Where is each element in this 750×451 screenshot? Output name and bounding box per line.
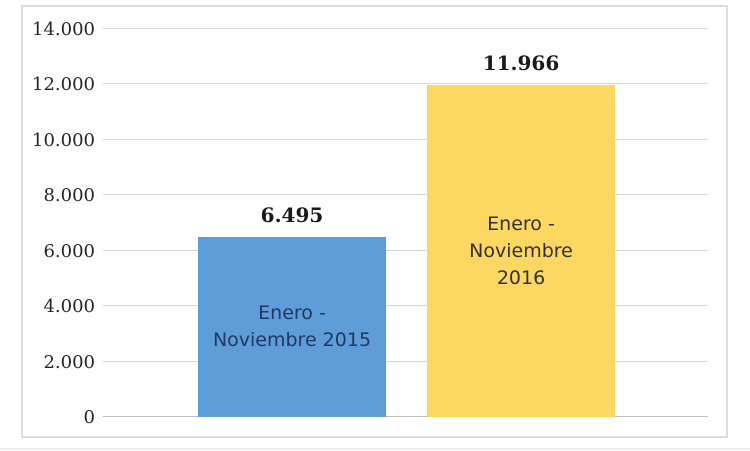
- y-tick-label: 6.000: [43, 240, 95, 262]
- screenshot-bottom-edge: [0, 448, 750, 450]
- gridline: [103, 83, 708, 85]
- y-tick-label: 4.000: [43, 296, 95, 318]
- bar-category-label: Enero - Noviembre 2016: [469, 212, 573, 289]
- plot-area: Enero - Noviembre 2015 6.495 Enero - Novie…: [103, 28, 708, 417]
- chart-bar: Enero - Noviembre 2016: [427, 85, 615, 417]
- chart-bar: Enero - Noviembre 2015: [198, 237, 386, 417]
- y-tick-label: 14.000: [32, 19, 95, 40]
- bar-category-label: Enero - Noviembre 2015: [212, 302, 372, 351]
- bar-value-label: 6.495: [260, 203, 324, 227]
- gridline: [103, 28, 708, 29]
- bar-value-label: 11.966: [482, 51, 560, 76]
- gridline: [103, 249, 708, 251]
- y-tick-label: 12.000: [32, 74, 95, 96]
- gridline: [103, 360, 708, 362]
- gridline: [103, 305, 708, 307]
- gridline: [103, 194, 708, 196]
- chart-frame: Enero - Noviembre 2015 6.495 Enero - Novie…: [21, 5, 728, 438]
- y-tick-label: 10.000: [32, 129, 95, 151]
- y-tick-label: 0: [83, 407, 95, 428]
- y-tick-label: 2.000: [43, 351, 95, 373]
- x-axis-line: [103, 416, 708, 417]
- y-tick-label: 8.000: [43, 185, 95, 207]
- gridline: [103, 138, 708, 140]
